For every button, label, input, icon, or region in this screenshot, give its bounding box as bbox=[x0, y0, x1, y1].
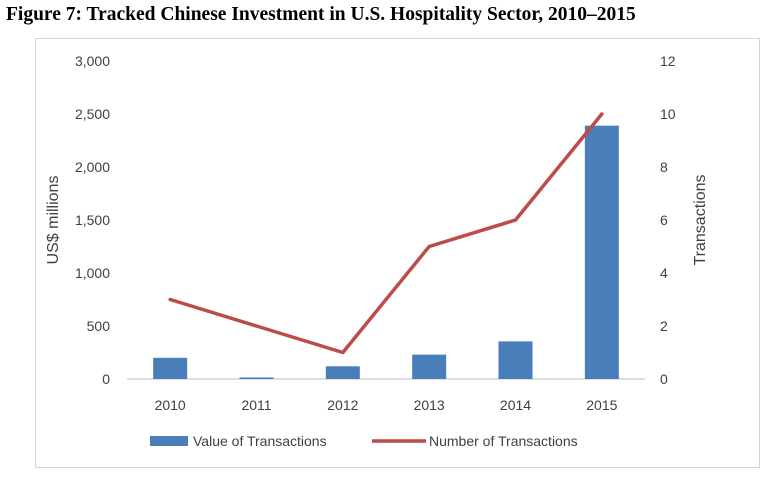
bar-value-of-transactions bbox=[498, 341, 533, 379]
y-right-tick-label: 0 bbox=[660, 371, 668, 387]
legend-label-value-of-transactions: Value of Transactions bbox=[193, 433, 327, 449]
legend-swatch-value-of-transactions bbox=[150, 436, 188, 446]
y-left-tick-label: 1,000 bbox=[75, 265, 110, 281]
y-left-axis-title: US$ millions bbox=[45, 176, 62, 265]
y-left-tick-label: 2,000 bbox=[75, 159, 110, 175]
x-tick-label: 2014 bbox=[500, 397, 531, 413]
line-point-number-of-transactions bbox=[427, 245, 431, 248]
x-tick-label: 2010 bbox=[155, 397, 186, 413]
legend-label-number-of-transactions: Number of Transactions bbox=[429, 433, 578, 449]
x-tick-label: 2013 bbox=[414, 397, 445, 413]
line-point-number-of-transactions bbox=[341, 351, 345, 354]
chart-frame bbox=[35, 38, 760, 468]
y-right-tick-label: 12 bbox=[660, 53, 676, 69]
y-right-tick-label: 6 bbox=[660, 212, 668, 228]
y-left-tick-label: 500 bbox=[87, 318, 111, 334]
x-tick-label: 2015 bbox=[586, 397, 617, 413]
y-right-tick-label: 4 bbox=[660, 265, 668, 281]
y-left-tick-label: 3,000 bbox=[75, 53, 110, 69]
line-point-number-of-transactions bbox=[168, 298, 172, 301]
y-right-tick-label: 2 bbox=[660, 318, 668, 334]
bar-value-of-transactions bbox=[412, 354, 447, 379]
bar-value-of-transactions bbox=[584, 125, 619, 379]
line-point-number-of-transactions bbox=[600, 112, 604, 116]
y-left-tick-label: 2,500 bbox=[75, 106, 110, 122]
chart-title: Figure 7: Tracked Chinese Investment in … bbox=[6, 4, 636, 25]
line-point-number-of-transactions bbox=[514, 218, 517, 222]
bar-value-of-transactions bbox=[325, 366, 360, 379]
y-left-tick-label: 1,500 bbox=[75, 212, 110, 228]
y-right-tick-label: 10 bbox=[660, 106, 676, 122]
x-tick-label: 2012 bbox=[327, 397, 358, 413]
line-point-number-of-transactions bbox=[255, 324, 258, 328]
y-left-tick-label: 0 bbox=[102, 371, 110, 387]
y-right-axis-title: Transactions bbox=[692, 175, 709, 266]
x-tick-label: 2011 bbox=[241, 397, 271, 413]
bar-value-of-transactions bbox=[239, 377, 274, 379]
line-number-of-transactions bbox=[168, 112, 604, 355]
bar-value-of-transactions bbox=[153, 357, 188, 379]
y-right-tick-label: 8 bbox=[660, 159, 668, 175]
